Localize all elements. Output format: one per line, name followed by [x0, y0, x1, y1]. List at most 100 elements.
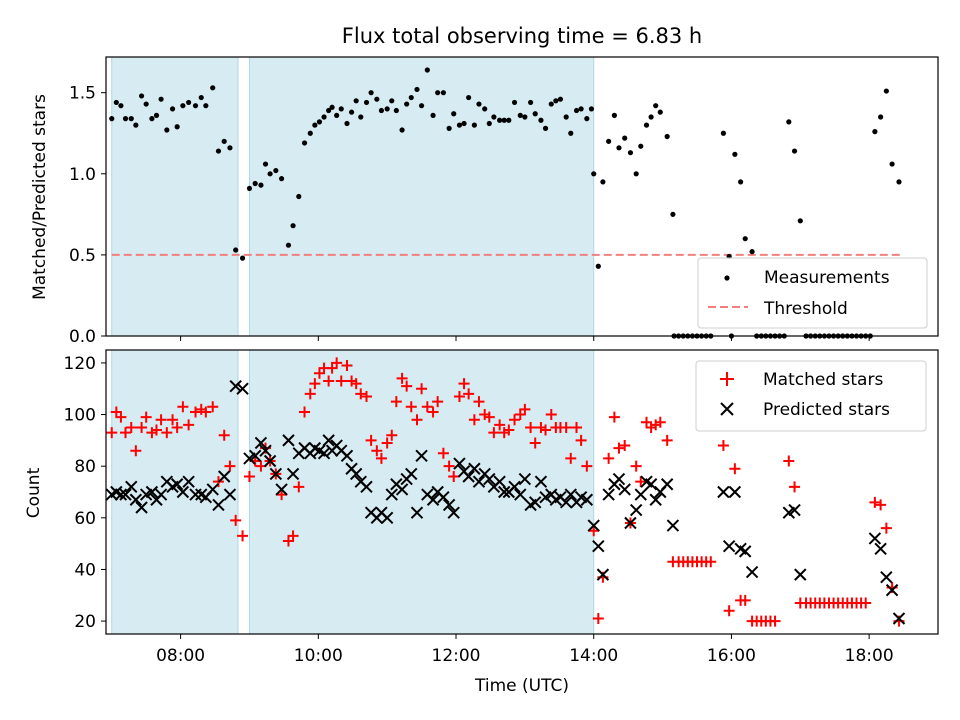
measurement-point — [418, 103, 425, 109]
predicted-star-point — [286, 467, 300, 481]
measurement-point — [643, 122, 650, 128]
observing-window-1 — [111, 349, 239, 635]
predicted-star-point — [587, 519, 600, 532]
measurement-point — [506, 117, 512, 123]
matched-star-point — [421, 401, 433, 413]
measurement-point — [227, 145, 233, 151]
measurement-point — [568, 130, 574, 136]
predicted-star-point — [212, 498, 225, 512]
measurement-point — [538, 117, 544, 123]
matched-star-point — [416, 383, 428, 395]
matched-star-point — [545, 409, 557, 421]
matched-star-point — [396, 372, 408, 384]
predicted-star-point — [135, 501, 148, 514]
predicted-star-point — [596, 568, 610, 581]
predicted-star-point — [125, 480, 138, 494]
legend-predicted-marker — [720, 402, 734, 416]
matched-star-point — [276, 489, 288, 501]
predicted-star-point — [528, 496, 542, 509]
measurement-point — [198, 94, 204, 101]
measurement-point — [435, 90, 441, 96]
measurement-point — [143, 101, 149, 107]
matched-star-point — [405, 401, 417, 413]
predicted-star-point — [254, 436, 268, 450]
x-tick-label: 14:00 — [569, 646, 618, 666]
predicted-star-point — [564, 488, 577, 501]
measurement-point — [471, 122, 477, 128]
measurement-point — [164, 127, 170, 133]
measurement-point — [378, 107, 385, 114]
matched-star-point — [575, 434, 587, 446]
measurement-point — [334, 112, 340, 118]
predicted-star-point — [263, 454, 277, 468]
top-panel: 0.0 0.5 1.0 1.5 Matched/Predicted stars Mea… — [30, 56, 939, 347]
matched-star-point — [218, 429, 230, 441]
matched-star-point — [411, 414, 423, 426]
matched-star-point — [207, 401, 219, 413]
top-panel-frame — [105, 56, 939, 337]
matched-star-point — [473, 396, 485, 408]
measurement-point — [738, 179, 744, 185]
measurement-point — [239, 255, 246, 261]
predicted-star-point — [453, 457, 466, 470]
predicted-star-point — [145, 485, 159, 499]
matched-star-point — [309, 378, 321, 390]
measurement-point — [252, 180, 258, 187]
matched-star-point — [705, 556, 717, 568]
predicted-star-point — [580, 493, 594, 506]
predicted-star-point — [380, 511, 394, 525]
measurement-point — [307, 130, 313, 136]
measurement-point — [153, 112, 160, 118]
x-tick-label: 12:00 — [432, 646, 481, 666]
predicted-star-point — [259, 444, 272, 457]
bottom-y-tick-label: 60 — [74, 509, 96, 529]
predicted-star-point — [892, 612, 906, 625]
bottom-panel: 08:00 10:00 12:00 14:00 16:00 18:00 20 40 60 80 1… — [24, 349, 939, 696]
predicted-star-point — [129, 493, 143, 506]
x-tick-label: 18:00 — [845, 646, 894, 666]
measurement-point — [210, 85, 216, 91]
matched-star-point — [458, 378, 470, 390]
top-y-tick-label: 0.0 — [69, 327, 96, 347]
matched-star-point — [571, 421, 583, 433]
measurement-point — [221, 138, 227, 144]
measurement-point — [338, 106, 344, 112]
measurement-point — [595, 263, 601, 269]
matched-star-point — [171, 421, 183, 433]
bottom-y-tick-label: 120 — [64, 354, 96, 374]
predicted-star-point — [340, 449, 354, 463]
predicted-star-point — [874, 542, 887, 556]
top-legend: Measurements Threshold — [697, 257, 928, 329]
matched-star-point — [350, 378, 362, 390]
predicted-star-point — [612, 472, 626, 486]
matched-star-point — [323, 375, 335, 387]
bottom-y-tick-label: 40 — [74, 560, 96, 580]
measurement-point — [497, 117, 503, 123]
legend-measurements-marker — [724, 275, 730, 281]
matched-star-point — [723, 605, 735, 617]
predicted-star-point — [349, 467, 363, 481]
x-tick-label: 16:00 — [707, 646, 756, 666]
measurement-point — [786, 119, 792, 125]
matched-star-point — [608, 411, 620, 423]
predicted-star-point — [518, 472, 532, 486]
matched-star-point — [739, 594, 751, 606]
measurement-point — [215, 148, 222, 154]
predicted-star-point — [508, 480, 521, 494]
measurement-point — [374, 96, 380, 102]
measurement-point — [872, 129, 878, 135]
predicted-star-point — [534, 475, 548, 488]
matched-star-point — [453, 390, 465, 402]
matched-star-point — [630, 460, 642, 472]
top-chart-title: Flux total observing time = 6.83 h — [342, 24, 702, 48]
predicted-star-point — [275, 483, 288, 496]
predicted-star-point — [629, 503, 643, 517]
predicted-star-point — [269, 467, 283, 481]
predicted-star-point — [717, 485, 730, 499]
matched-star-point — [293, 481, 305, 493]
matched-star-point — [155, 414, 167, 426]
predicted-star-point — [154, 488, 168, 501]
measurement-point — [657, 109, 663, 115]
predicted-star-point — [559, 496, 573, 509]
